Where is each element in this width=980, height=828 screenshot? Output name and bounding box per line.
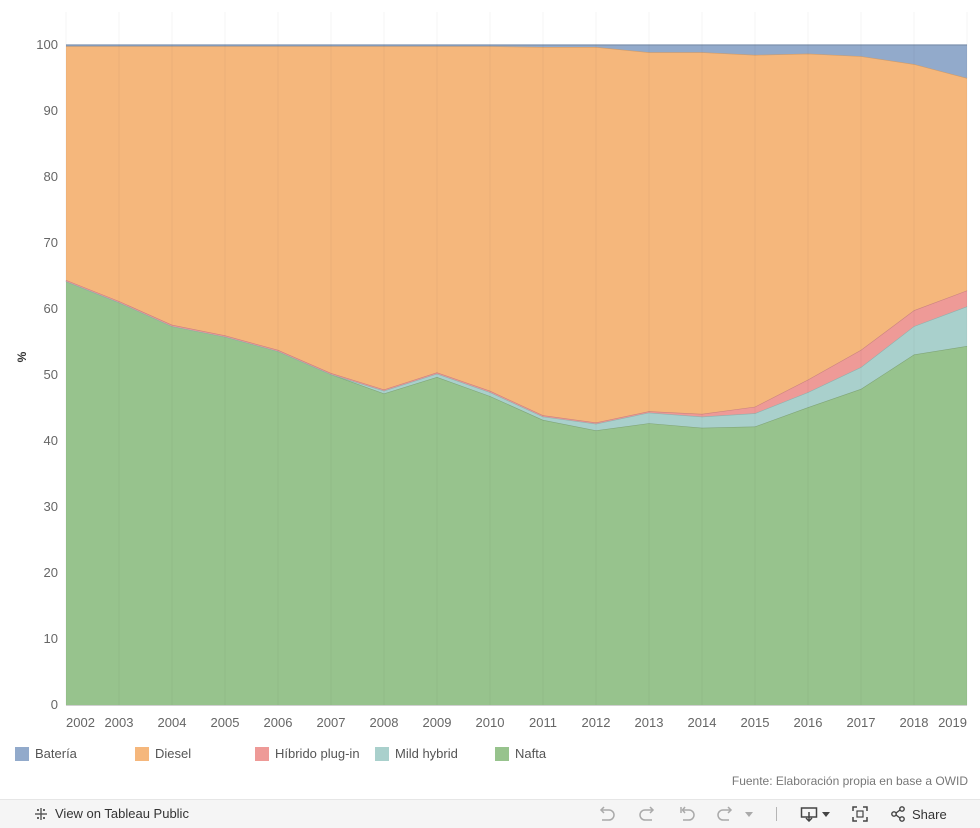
legend-swatch xyxy=(495,746,509,761)
y-tick-label: 50 xyxy=(44,367,58,382)
legend-item-diesel[interactable]: Diesel xyxy=(135,746,191,761)
x-tick-label: 2007 xyxy=(317,715,346,730)
fullscreen-icon xyxy=(852,806,868,822)
revert-button[interactable] xyxy=(678,806,696,822)
y-tick-label: 60 xyxy=(44,301,58,316)
legend-swatch xyxy=(135,746,149,761)
x-tick-label: 2015 xyxy=(741,715,770,730)
x-tick-label: 2017 xyxy=(847,715,876,730)
y-tick-label: 80 xyxy=(44,169,58,184)
fullscreen-button[interactable] xyxy=(852,806,868,822)
x-tick-label: 2006 xyxy=(264,715,293,730)
download-icon xyxy=(800,807,830,822)
legend-label: Nafta xyxy=(515,746,547,761)
x-tick-label: 2002 xyxy=(66,715,95,730)
x-tick-label: 2018 xyxy=(900,715,929,730)
refresh-icon xyxy=(717,806,733,821)
y-axis: 0 10 20 30 40 50 60 70 80 90 100 xyxy=(36,37,58,712)
legend-label: Batería xyxy=(35,746,77,761)
dropdown-icon xyxy=(745,812,753,817)
chart-areas xyxy=(65,44,968,705)
x-tick-label: 2012 xyxy=(582,715,611,730)
x-tick-label: 2013 xyxy=(635,715,664,730)
share-label: Share xyxy=(912,806,947,822)
x-tick-label: 2016 xyxy=(794,715,823,730)
refresh-dropdown[interactable] xyxy=(744,806,754,822)
legend-swatch xyxy=(375,746,389,761)
x-tick-label: 2009 xyxy=(423,715,452,730)
legend-label: Híbrido plug-in xyxy=(275,746,360,761)
view-on-tableau-label: View on Tableau Public xyxy=(55,806,189,821)
undo-button[interactable] xyxy=(598,806,616,822)
view-on-tableau-button[interactable]: View on Tableau Public xyxy=(34,806,189,821)
source-note: Fuente: Elaboración propia en base a OWI… xyxy=(731,774,968,788)
x-tick-label: 2008 xyxy=(370,715,399,730)
area-diesel[interactable] xyxy=(66,46,967,423)
chart-outlines xyxy=(65,12,968,706)
redo-icon xyxy=(639,806,655,821)
revert-icon xyxy=(680,806,695,821)
legend-item-mild-hybrid[interactable]: Mild hybrid xyxy=(375,746,458,761)
area-bater-a[interactable] xyxy=(66,45,967,78)
y-tick-label: 90 xyxy=(44,103,58,118)
y-tick-label: 10 xyxy=(44,631,58,646)
x-tick-label: 2004 xyxy=(158,715,187,730)
area-nafta[interactable] xyxy=(66,281,967,705)
x-tick-label: 2005 xyxy=(211,715,240,730)
refresh-button[interactable] xyxy=(716,806,734,822)
legend: Batería Diesel Híbrido plug-in Mild hybr… xyxy=(15,746,715,764)
x-tick-label: 2011 xyxy=(529,715,557,730)
y-tick-label: 30 xyxy=(44,499,58,514)
legend-label: Diesel xyxy=(155,746,192,761)
legend-swatch xyxy=(255,746,269,761)
share-icon xyxy=(891,806,905,822)
tableau-toolbar: View on Tableau Public xyxy=(0,799,980,828)
legend-label: Mild hybrid xyxy=(395,746,458,761)
x-tick-label: 2010 xyxy=(476,715,505,730)
y-tick-label: 70 xyxy=(44,235,58,250)
legend-item-nafta[interactable]: Nafta xyxy=(495,746,546,761)
y-tick-label: 40 xyxy=(44,433,58,448)
y-tick-label: 20 xyxy=(44,565,58,580)
x-tick-label: 2019 xyxy=(938,715,967,730)
y-axis-title: % xyxy=(15,351,29,362)
y-tick-label: 0 xyxy=(51,697,58,712)
x-axis: 2002 2003 2004 2005 2006 2007 2008 2009 2010 2011… xyxy=(66,715,967,730)
undo-icon xyxy=(599,806,615,821)
legend-item-hibrido-plug-in[interactable]: Híbrido plug-in xyxy=(255,746,360,761)
toolbar-separator xyxy=(776,807,777,821)
y-tick-label: 100 xyxy=(36,37,58,52)
redo-button[interactable] xyxy=(638,806,656,822)
legend-swatch xyxy=(15,746,29,761)
x-tick-label: 2014 xyxy=(688,715,717,730)
tableau-icon xyxy=(35,807,47,820)
legend-item-bateria[interactable]: Batería xyxy=(15,746,77,761)
download-button[interactable] xyxy=(800,806,832,822)
x-tick-label: 2003 xyxy=(105,715,134,730)
share-button[interactable]: Share xyxy=(890,806,947,822)
